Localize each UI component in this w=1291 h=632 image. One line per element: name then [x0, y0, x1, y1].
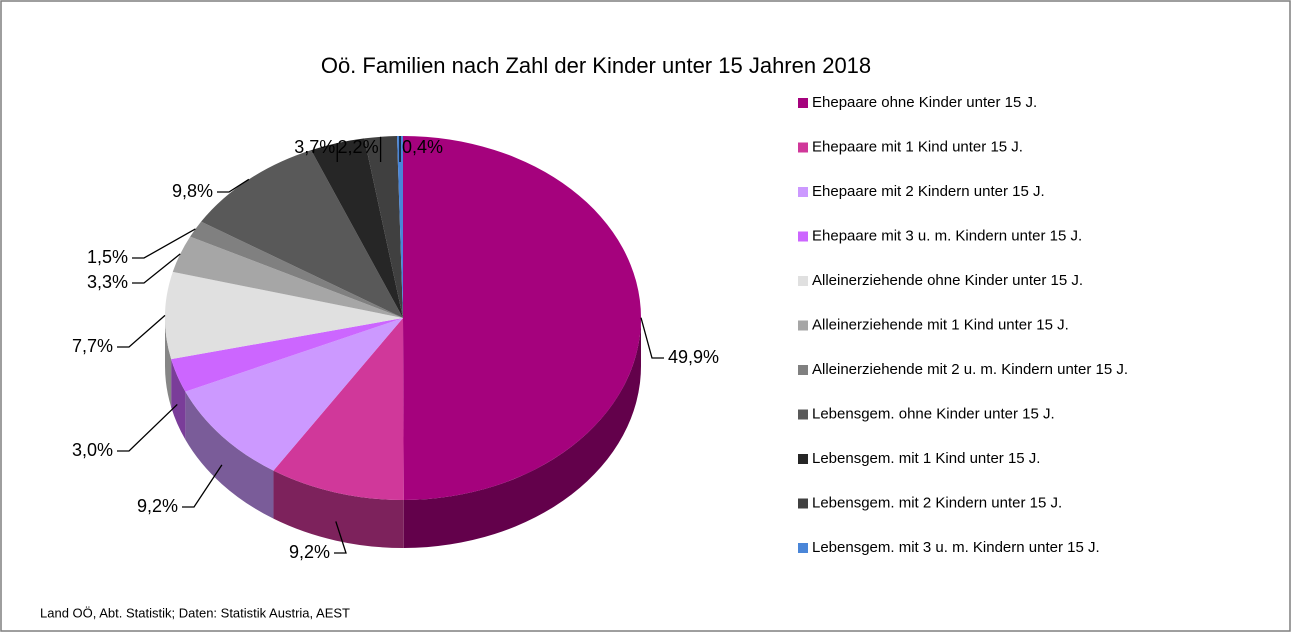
- leader-line: [334, 521, 347, 554]
- pie-slice: [397, 136, 403, 318]
- pie-slice: [403, 136, 642, 500]
- legend-swatch: [798, 543, 808, 553]
- data-label: 3,0%: [72, 440, 113, 460]
- pie-slice: [364, 136, 403, 318]
- pie-slice: [273, 318, 404, 500]
- data-label: 3,7%: [294, 137, 335, 157]
- data-label: 1,5%: [87, 247, 128, 267]
- source-note: Land OÖ, Abt. Statistik; Daten: Statisti…: [40, 605, 350, 620]
- legend-label: Ehepaare ohne Kinder unter 15 J.: [812, 94, 1037, 111]
- legend-label: Lebensgem. mit 1 Kind unter 15 J.: [812, 450, 1040, 467]
- pie-slice: [171, 318, 403, 392]
- pie-slice: [172, 236, 403, 318]
- data-label: 0,4%: [402, 137, 443, 157]
- legend-label: Alleinerziehende ohne Kinder unter 15 J.: [812, 272, 1083, 289]
- leader-line: [132, 228, 196, 259]
- pie-side: [165, 318, 172, 408]
- data-label: 7,7%: [72, 336, 113, 356]
- pie-slice: [185, 318, 403, 471]
- legend-swatch: [798, 231, 808, 242]
- pie-slice: [201, 150, 403, 318]
- data-label: 49,9%: [668, 347, 719, 367]
- legend-swatch: [798, 498, 808, 509]
- legend-label: Alleinerziehende mit 1 Kind unter 15 J.: [812, 316, 1069, 333]
- legend-label: Ehepaare mit 3 u. m. Kindern unter 15 J.: [812, 227, 1082, 244]
- chart-title: Oö. Familien nach Zahl der Kinder unter …: [321, 53, 871, 78]
- pie-side: [171, 359, 186, 440]
- legend-swatch: [798, 409, 808, 420]
- legend-swatch: [798, 187, 808, 197]
- legend-swatch: [798, 454, 808, 464]
- data-label: 9,2%: [289, 542, 330, 562]
- leader-line: [182, 464, 223, 508]
- pie-slice: [165, 271, 403, 360]
- legend-label: Ehepaare mit 1 Kind unter 15 J.: [812, 138, 1023, 155]
- legend-swatch: [798, 98, 808, 108]
- legend-swatch: [798, 365, 808, 375]
- leader-line: [132, 253, 181, 284]
- data-label: 3,3%: [87, 272, 128, 292]
- leader-line: [117, 314, 166, 348]
- legend-label: Lebensgem. ohne Kinder unter 15 J.: [812, 405, 1055, 422]
- legend-label: Ehepaare mit 2 Kindern unter 15 J.: [812, 183, 1045, 200]
- pie-side: [273, 470, 404, 548]
- data-label: 2,2%: [338, 137, 379, 157]
- legend-swatch: [798, 320, 808, 331]
- legend-swatch: [798, 142, 808, 153]
- legend-label: Alleinerziehende mit 2 u. m. Kindern unt…: [812, 361, 1128, 378]
- pie-side: [185, 391, 274, 519]
- data-label: 9,2%: [137, 496, 178, 516]
- pie-slice: [190, 221, 403, 318]
- legend-label: Lebensgem. mit 3 u. m. Kindern unter 15 …: [812, 539, 1100, 556]
- leader-line: [117, 403, 178, 452]
- leader-line: [640, 317, 664, 359]
- pie-side: [403, 318, 641, 548]
- data-label: 9,8%: [172, 181, 213, 201]
- pie-slice: [311, 138, 403, 318]
- leader-line: [217, 178, 250, 193]
- legend-label: Lebensgem. mit 2 Kindern unter 15 J.: [812, 494, 1062, 511]
- legend-swatch: [798, 276, 808, 286]
